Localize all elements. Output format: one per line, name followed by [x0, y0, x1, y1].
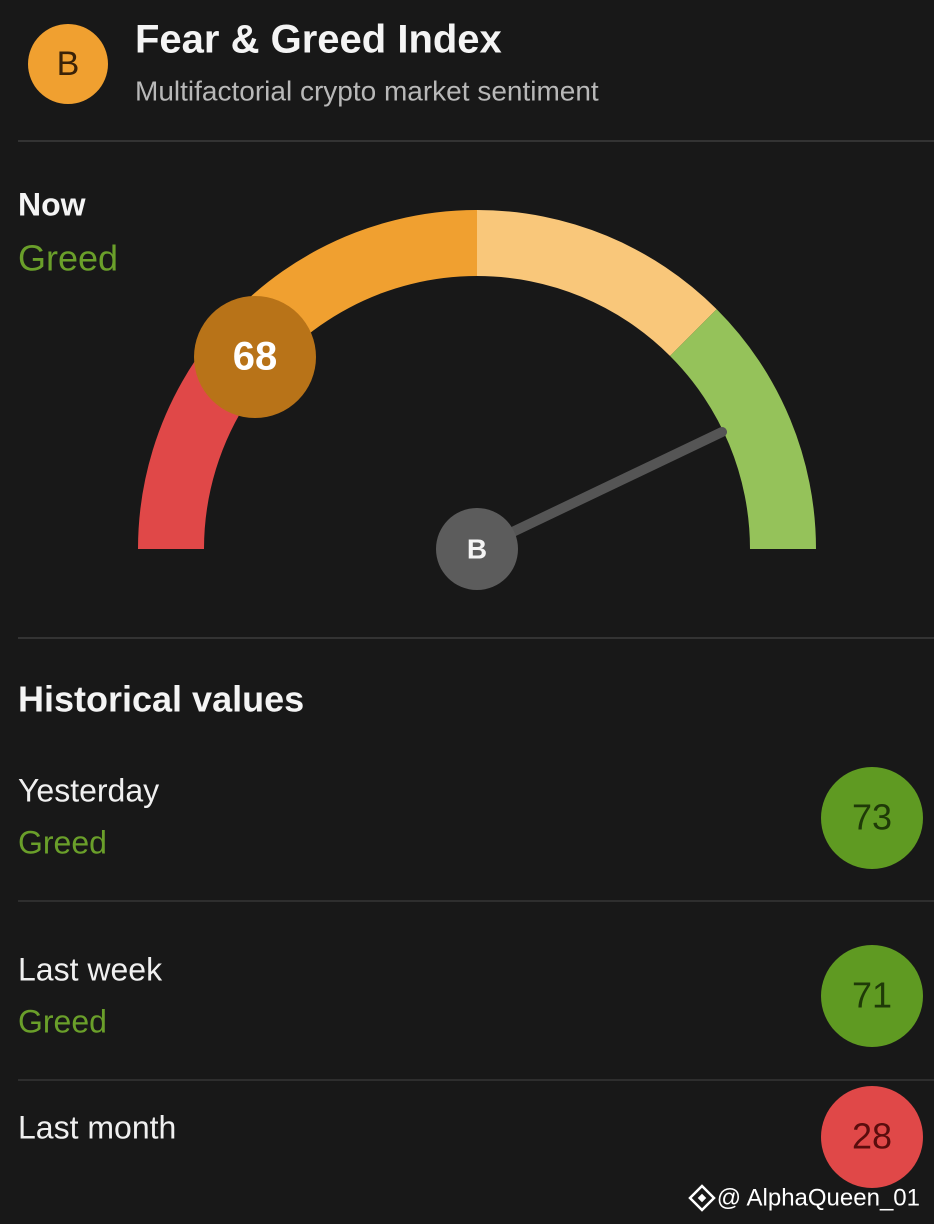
section-title: Historical values — [18, 679, 304, 720]
value-badge — [194, 296, 316, 418]
watermark: @ AlphaQueen_01 — [717, 1184, 920, 1211]
needle-logo: B — [467, 533, 487, 564]
row-value: 71 — [852, 975, 892, 1016]
row-label: Last week — [18, 951, 163, 987]
row-label: Last month — [18, 1109, 176, 1145]
logo-circle — [28, 24, 108, 104]
gauge-segment — [477, 210, 717, 356]
value-circle — [821, 1086, 923, 1188]
watermark-icon — [688, 1184, 716, 1212]
needle-hub — [436, 508, 518, 590]
title: Fear & Greed Index — [135, 18, 502, 62]
value-circle — [821, 767, 923, 869]
needle — [472, 427, 727, 554]
gauge-segment — [670, 309, 816, 549]
row-value: 28 — [852, 1116, 892, 1157]
row-label: Yesterday — [18, 772, 159, 808]
row-status: Greed — [18, 1003, 107, 1039]
now-status: Greed — [18, 238, 118, 279]
subtitle: Multifactorial crypto market sentiment — [135, 75, 599, 106]
row-value: 73 — [852, 797, 892, 838]
logo-letter: B — [57, 45, 80, 83]
now-label: Now — [18, 186, 86, 222]
row-status: Greed — [18, 824, 107, 860]
value-circle — [821, 945, 923, 1047]
now-value: 68 — [233, 335, 278, 379]
